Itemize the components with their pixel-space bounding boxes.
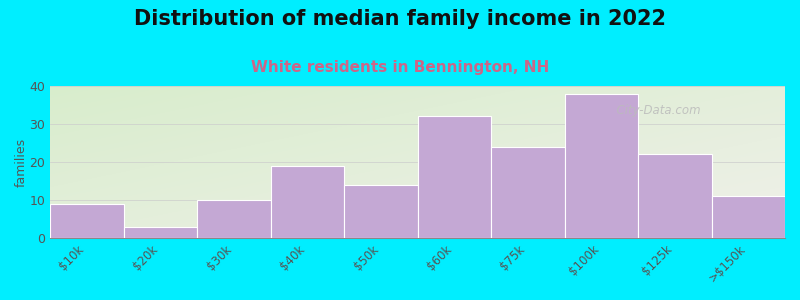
Bar bbox=[565, 94, 638, 238]
Bar bbox=[711, 196, 785, 238]
Text: City-Data.com: City-Data.com bbox=[609, 104, 700, 117]
Bar bbox=[638, 154, 711, 238]
Bar bbox=[270, 166, 344, 238]
Text: Distribution of median family income in 2022: Distribution of median family income in … bbox=[134, 9, 666, 29]
Bar bbox=[491, 147, 565, 238]
Bar bbox=[418, 116, 491, 238]
Y-axis label: families: families bbox=[15, 137, 28, 187]
Text: White residents in Bennington, NH: White residents in Bennington, NH bbox=[251, 60, 549, 75]
Bar bbox=[124, 227, 197, 238]
Bar bbox=[50, 204, 124, 238]
Bar bbox=[344, 185, 418, 238]
Bar bbox=[197, 200, 270, 238]
